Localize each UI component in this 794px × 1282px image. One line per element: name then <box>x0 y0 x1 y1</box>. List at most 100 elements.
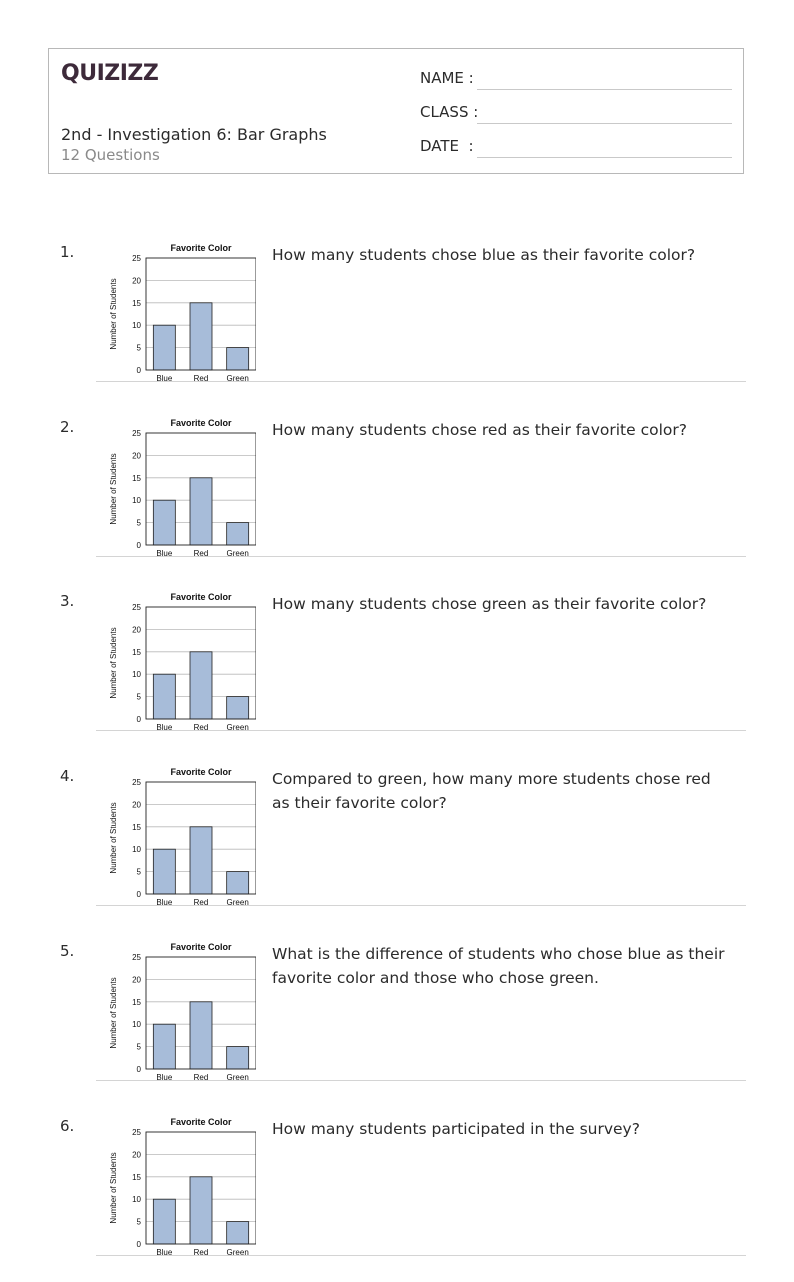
bar-blue <box>152 673 176 720</box>
y-axis-label: Number of Students <box>109 627 118 698</box>
question-number: 2. <box>60 418 75 436</box>
question-divider <box>96 556 746 557</box>
y-tick-label: 15 <box>132 299 141 308</box>
name-field[interactable]: NAME : <box>420 69 474 87</box>
y-tick-label: 5 <box>137 868 142 877</box>
bar-green <box>226 1221 250 1245</box>
worksheet-title: 2nd - Investigation 6: Bar Graphs <box>61 125 327 144</box>
date-label: DATE : <box>420 137 474 155</box>
question-count: 12 Questions <box>61 146 160 164</box>
y-tick-label: 10 <box>132 670 141 679</box>
y-tick-label: 10 <box>132 496 141 505</box>
chart-title: Favorite Color <box>170 1117 232 1127</box>
y-tick-label: 15 <box>132 474 141 483</box>
question-number: 4. <box>60 767 75 785</box>
bar-green <box>226 347 250 371</box>
y-tick-label: 0 <box>137 1065 142 1074</box>
x-tick-label: Green <box>227 898 249 907</box>
bar-green <box>226 522 250 546</box>
question-divider <box>96 381 746 382</box>
bar-blue <box>152 324 176 371</box>
class-label: CLASS : <box>420 103 479 121</box>
date-line <box>477 157 732 158</box>
name-label: NAME : <box>420 69 474 87</box>
bar-green <box>226 696 250 720</box>
bar-green <box>226 871 250 895</box>
question-item: 4. Favorite Color 0 5 10 15 20 25 Blue Red Green Nu… <box>48 757 746 932</box>
question-divider <box>96 730 746 731</box>
x-tick-label: Red <box>194 1073 209 1082</box>
question-item: 1. Favorite Color 0 5 10 15 20 25 Blue Red Green Nu… <box>48 233 746 408</box>
question-item: 3. Favorite Color 0 5 10 15 20 25 Blue Red Green Nu… <box>48 582 746 757</box>
bar-red <box>189 302 213 371</box>
y-tick-label: 5 <box>137 1218 142 1227</box>
y-tick-label: 25 <box>132 603 141 612</box>
date-field[interactable]: DATE : <box>420 137 474 155</box>
y-tick-label: 25 <box>132 429 141 438</box>
y-axis-label: Number of Students <box>109 453 118 524</box>
question-text: What is the difference of students who c… <box>272 945 725 987</box>
question-text: How many students chose red as their fav… <box>272 421 687 439</box>
plot-frame <box>145 432 256 546</box>
question-text: Compared to green, how many more student… <box>272 770 711 812</box>
chart-title: Favorite Color <box>170 767 232 777</box>
y-tick-label: 20 <box>132 451 141 460</box>
y-tick-label: 20 <box>132 625 141 634</box>
x-tick-label: Blue <box>156 1073 173 1082</box>
y-axis-label: Number of Students <box>109 977 118 1048</box>
y-tick-label: 15 <box>132 823 141 832</box>
y-tick-label: 0 <box>137 890 142 899</box>
y-axis-label: Number of Students <box>109 278 118 349</box>
y-tick-label: 20 <box>132 975 141 984</box>
quizizz-logo: QUIZIZZ <box>61 59 159 87</box>
question-number: 1. <box>60 243 75 261</box>
question-number: 6. <box>60 1117 75 1135</box>
x-tick-label: Blue <box>156 374 173 383</box>
bar-blue <box>152 499 176 546</box>
bar-blue <box>152 848 176 895</box>
x-tick-label: Green <box>227 374 249 383</box>
y-tick-label: 0 <box>137 715 142 724</box>
chart-title: Favorite Color <box>170 418 232 428</box>
question-item: 2. Favorite Color 0 5 10 15 20 25 Blue Red Green Nu… <box>48 408 746 583</box>
x-tick-label: Red <box>194 374 209 383</box>
y-axis-label: Number of Students <box>109 802 118 873</box>
bar-red <box>189 1176 213 1245</box>
bar-red <box>189 826 213 895</box>
bar-red <box>189 651 213 720</box>
y-tick-label: 5 <box>137 1043 142 1052</box>
chart-title: Favorite Color <box>170 592 232 602</box>
question-divider <box>96 1080 746 1081</box>
x-tick-label: Red <box>194 723 209 732</box>
y-tick-label: 0 <box>137 541 142 550</box>
y-tick-label: 25 <box>132 778 141 787</box>
x-tick-label: Blue <box>156 898 173 907</box>
x-tick-label: Green <box>227 723 249 732</box>
logo-text: QUIZIZZ <box>61 60 159 86</box>
plot-frame <box>145 606 256 720</box>
plot-frame <box>145 956 256 1070</box>
y-tick-label: 25 <box>132 953 141 962</box>
bar-blue <box>152 1198 176 1245</box>
plot-frame <box>145 257 256 371</box>
y-tick-label: 20 <box>132 1150 141 1159</box>
y-tick-label: 5 <box>137 519 142 528</box>
class-field[interactable]: CLASS : <box>420 103 478 121</box>
y-tick-label: 5 <box>137 344 142 353</box>
y-tick-label: 0 <box>137 1240 142 1249</box>
y-tick-label: 20 <box>132 276 141 285</box>
y-axis-label: Number of Students <box>109 1152 118 1223</box>
chart-title: Favorite Color <box>170 942 232 952</box>
x-tick-label: Blue <box>156 723 173 732</box>
x-tick-label: Red <box>194 898 209 907</box>
question-item: 6. Favorite Color 0 5 10 15 20 25 Blue Red Green Nu… <box>48 1107 746 1282</box>
bar-red <box>189 1001 213 1070</box>
y-tick-label: 25 <box>132 254 141 263</box>
y-tick-label: 25 <box>132 1128 141 1137</box>
bar-blue <box>152 1023 176 1070</box>
